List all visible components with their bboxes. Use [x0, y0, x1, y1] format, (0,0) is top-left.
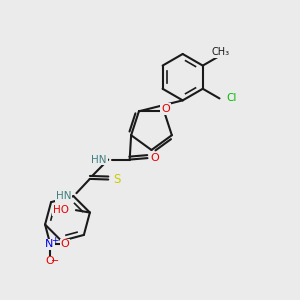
Text: S: S	[113, 173, 120, 186]
Text: HO: HO	[53, 205, 69, 215]
Text: O: O	[61, 239, 69, 250]
Text: O: O	[45, 256, 54, 266]
Text: Cl: Cl	[226, 93, 236, 103]
Text: CH₃: CH₃	[212, 47, 230, 57]
Text: O: O	[161, 104, 170, 114]
Text: HN: HN	[56, 191, 71, 201]
Text: −: −	[50, 256, 59, 266]
Text: HN: HN	[91, 154, 107, 165]
Text: +: +	[51, 236, 58, 245]
Text: O: O	[150, 153, 159, 163]
Text: N: N	[45, 239, 54, 250]
